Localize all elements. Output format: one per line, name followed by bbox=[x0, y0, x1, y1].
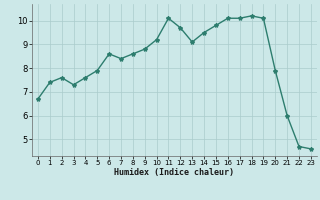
X-axis label: Humidex (Indice chaleur): Humidex (Indice chaleur) bbox=[115, 168, 234, 177]
